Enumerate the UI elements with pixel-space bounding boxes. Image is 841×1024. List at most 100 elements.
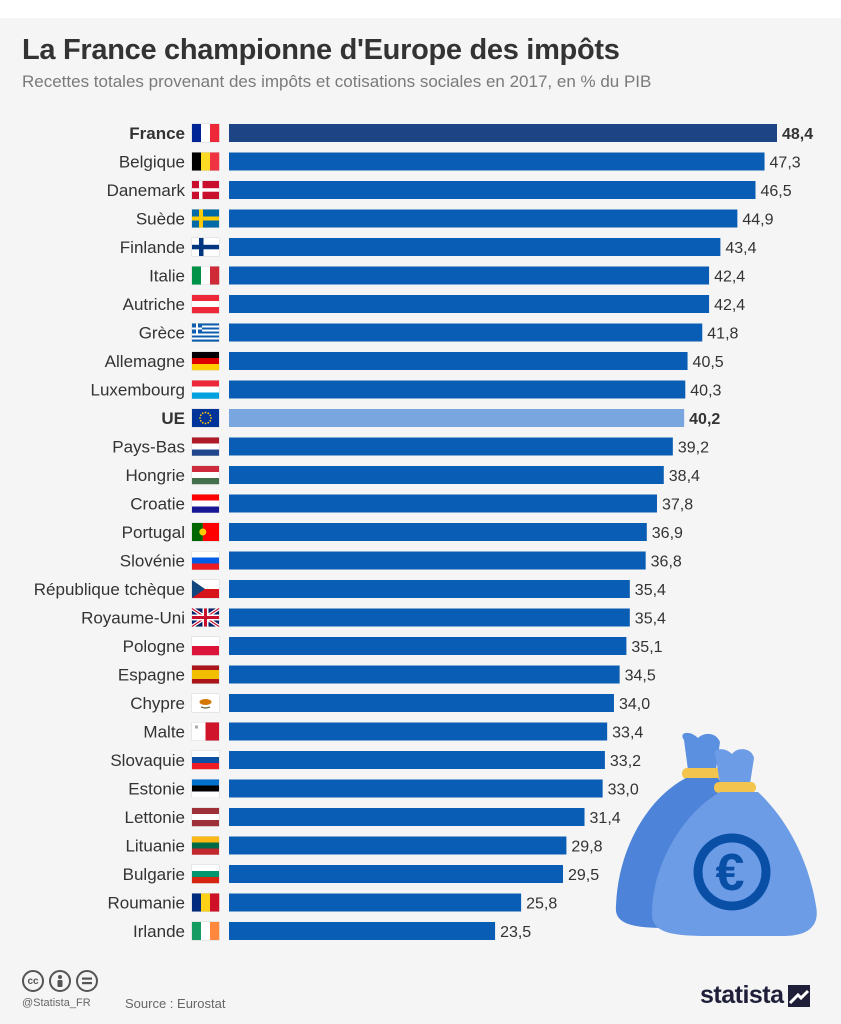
bar xyxy=(229,637,627,655)
nd-icon[interactable] xyxy=(76,970,98,992)
value-label: 34,0 xyxy=(619,696,650,713)
value-label: 47,3 xyxy=(770,155,801,172)
bar-row: Pologne 35,1 xyxy=(123,636,663,656)
bar xyxy=(229,922,496,940)
bar-row: UE 40,2 xyxy=(161,408,720,428)
category-label: Lituanie xyxy=(125,837,185,856)
category-label: Portugal xyxy=(122,523,185,542)
category-label: Croatie xyxy=(130,495,185,514)
value-label: 40,2 xyxy=(689,411,720,428)
value-label: 37,8 xyxy=(662,497,693,514)
bar xyxy=(229,323,703,342)
bar-row: République tchèque 35,4 xyxy=(34,579,666,599)
bar-row: Irlande 23,5 xyxy=(133,921,531,941)
bar-row: Bulgarie 29,5 xyxy=(123,864,599,884)
bar-row: Finlande 43,4 xyxy=(120,237,757,257)
category-label: Hongrie xyxy=(125,466,185,485)
flag-croatia-icon xyxy=(191,494,220,513)
category-label: Pologne xyxy=(123,637,185,656)
bar-row: Royaume-Uni 35,4 xyxy=(81,607,666,628)
value-label: 23,5 xyxy=(500,924,531,941)
flag-luxembourg-icon xyxy=(191,380,220,399)
flag-malta-icon xyxy=(191,722,220,741)
bar-row: Allemagne 40,5 xyxy=(105,351,724,371)
cc-icon[interactable]: cc xyxy=(22,970,44,992)
bar-row: Suède 44,9 xyxy=(136,209,774,229)
bar-row: Danemark 46,5 xyxy=(107,180,792,200)
bar-chart: France 48,4 Belgique 47,3 Danemark 46,5 Suède 4… xyxy=(34,123,813,941)
category-label: France xyxy=(129,124,185,143)
bar-row: Croatie 37,8 xyxy=(130,494,693,514)
flag-slovenia-icon xyxy=(191,551,220,570)
bar xyxy=(229,181,756,199)
bar xyxy=(229,409,685,427)
bar-row: Portugal 36,9 xyxy=(122,522,683,542)
flag-ireland-icon xyxy=(191,921,220,941)
category-label: Luxembourg xyxy=(90,381,185,400)
bar xyxy=(229,352,688,370)
flag-germany-icon xyxy=(191,351,220,371)
bar-row: Slovaquie 33,2 xyxy=(110,750,641,770)
value-label: 33,4 xyxy=(612,725,643,742)
bar xyxy=(229,722,608,741)
flag-cyprus-icon xyxy=(191,693,220,713)
value-label: 39,2 xyxy=(678,440,709,457)
bar xyxy=(229,551,646,570)
bar xyxy=(229,580,630,598)
value-label: 33,2 xyxy=(610,753,641,770)
bar xyxy=(229,380,686,399)
bar xyxy=(229,779,603,798)
bar xyxy=(229,295,710,313)
category-label: Belgique xyxy=(119,153,185,172)
value-label: 36,9 xyxy=(652,525,683,542)
category-label: Bulgarie xyxy=(123,865,185,884)
bar xyxy=(229,836,567,855)
category-label: Lettonie xyxy=(125,808,186,827)
bar-row: Pays-Bas 39,2 xyxy=(112,437,709,457)
brand-name: statista xyxy=(700,981,784,1009)
flag-belgium-icon xyxy=(191,152,220,171)
bar xyxy=(229,694,614,712)
flag-sweden-icon xyxy=(191,209,220,228)
flag-portugal-icon xyxy=(191,522,220,542)
value-label: 35,1 xyxy=(631,639,662,656)
value-label: 25,8 xyxy=(526,896,557,913)
value-label: 40,5 xyxy=(693,354,724,371)
value-label: 42,4 xyxy=(714,297,745,314)
bar-row: Autriche 42,4 xyxy=(123,294,745,314)
flag-estonia-icon xyxy=(191,779,220,798)
flag-latvia-icon xyxy=(191,807,220,827)
money-bag-euro-icon: € xyxy=(615,732,817,936)
category-label: Autriche xyxy=(123,295,185,314)
category-label: UE xyxy=(161,409,185,428)
value-label: 35,4 xyxy=(635,582,666,599)
value-label: 35,4 xyxy=(635,611,666,628)
flag-eu-icon xyxy=(191,408,220,428)
bar xyxy=(229,266,710,285)
bar xyxy=(229,608,630,627)
value-label: 29,5 xyxy=(568,867,599,884)
license-icons: cc xyxy=(22,970,98,992)
value-label: 31,4 xyxy=(590,810,621,827)
twitter-handle[interactable]: @Statista_FR xyxy=(22,997,91,1009)
bar xyxy=(229,665,620,684)
bar xyxy=(229,494,657,513)
source-note: Source : Eurostat xyxy=(125,996,226,1011)
bar-row: Estonie 33,0 xyxy=(128,779,639,799)
category-label: Allemagne xyxy=(105,352,185,371)
bar xyxy=(229,808,585,826)
flag-poland-icon xyxy=(191,636,220,656)
flag-france-icon xyxy=(191,123,220,143)
statista-logo[interactable]: statista xyxy=(700,981,810,1010)
bar-row: Lettonie 31,4 xyxy=(125,807,621,827)
value-label: 34,5 xyxy=(625,668,656,685)
category-label: Danemark xyxy=(107,181,186,200)
by-icon[interactable] xyxy=(49,970,71,992)
category-label: Slovénie xyxy=(120,552,185,571)
category-label: République tchèque xyxy=(34,580,185,599)
value-label: 40,3 xyxy=(690,383,721,400)
euro-symbol: € xyxy=(716,844,745,902)
bar xyxy=(229,152,765,171)
bar xyxy=(229,209,738,228)
category-label: Finlande xyxy=(120,238,185,257)
